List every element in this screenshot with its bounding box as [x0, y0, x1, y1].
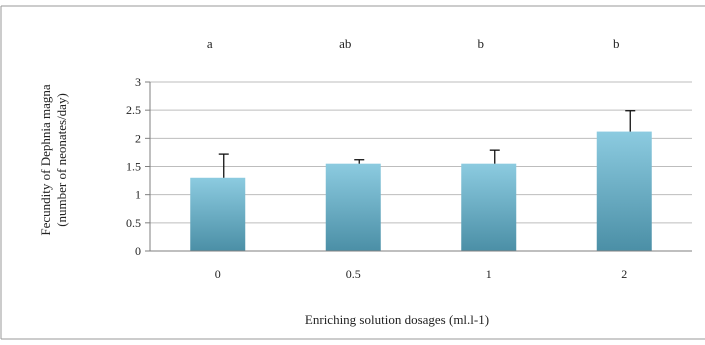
significance-letter: b [613, 36, 620, 51]
x-axis-title: Enriching solution dosages (ml.l-1) [305, 312, 489, 327]
bar [325, 163, 381, 251]
x-tick-label: 0.5 [346, 267, 361, 281]
y-tick-label: 0 [135, 244, 141, 258]
axes [145, 81, 692, 252]
x-tick-label: 1 [486, 267, 492, 281]
y-axis-title-line1: Fecundity of Dephnia magna [38, 84, 53, 235]
bar [461, 163, 517, 251]
labels: 0 0.5 1 1.5 2 2.5 3 0 a 0.5 ab 1 b 2 b [126, 36, 627, 281]
y-tick-label: 3 [135, 75, 141, 89]
y-tick-label: 1.5 [126, 160, 141, 174]
y-tick-label: 1 [135, 188, 141, 202]
y-tick-label: 2 [135, 131, 141, 145]
y-axis-title-line2: (number of neonates/day) [54, 93, 69, 227]
y-tick-label: 0.5 [126, 216, 141, 230]
y-tick-label: 2.5 [126, 103, 141, 117]
bar [596, 131, 652, 251]
significance-letter: ab [339, 36, 351, 51]
bars [190, 110, 652, 251]
significance-letter: a [207, 36, 213, 51]
bar [190, 177, 246, 251]
x-tick-label: 0 [215, 267, 221, 281]
x-tick-label: 2 [621, 267, 627, 281]
significance-letter: b [478, 36, 485, 51]
